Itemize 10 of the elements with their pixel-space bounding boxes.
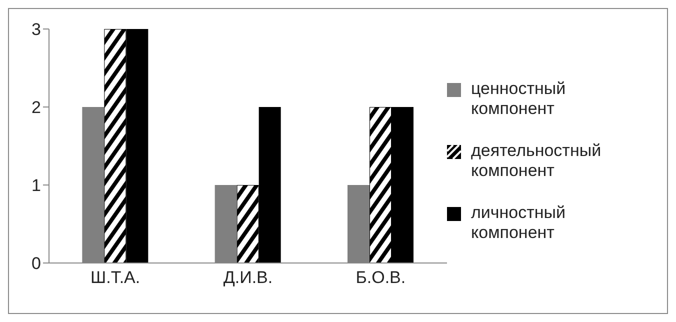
legend-label: ценностный компонент bbox=[471, 79, 567, 119]
x-tick-label: Б.О.В. bbox=[356, 268, 406, 288]
legend-label: личностный компонент bbox=[471, 203, 567, 243]
x-tick-label: Д.И.В. bbox=[223, 268, 273, 288]
y-tick-label: 2 bbox=[32, 98, 41, 118]
legend-label: деятельностный компонент bbox=[471, 141, 602, 181]
y-tick-label: 3 bbox=[32, 20, 41, 40]
y-tick-label: 0 bbox=[32, 254, 41, 274]
x-tick-label: Ш.Т.А. bbox=[90, 268, 140, 288]
y-tick-label: 1 bbox=[32, 176, 41, 196]
